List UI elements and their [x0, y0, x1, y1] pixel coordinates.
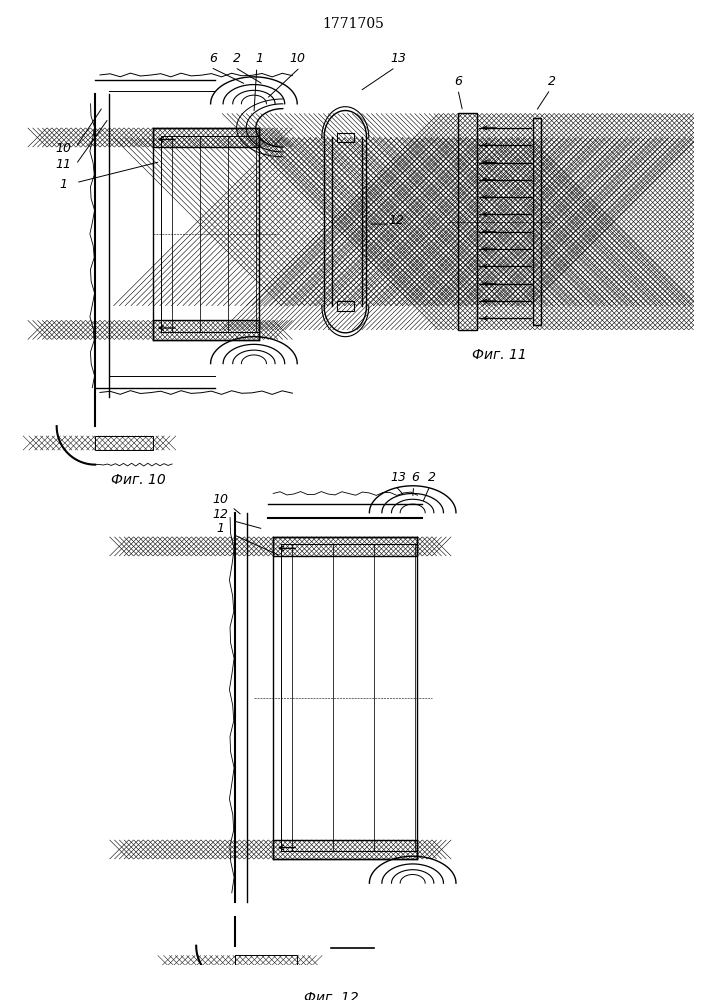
- Ellipse shape: [230, 87, 278, 121]
- Text: 10: 10: [289, 52, 305, 65]
- Text: 12: 12: [212, 508, 228, 521]
- Text: 6: 6: [454, 75, 462, 88]
- Bar: [458, 113, 477, 330]
- Bar: [95, 436, 153, 450]
- Text: Фиг. 11: Фиг. 11: [472, 348, 527, 362]
- Text: 1: 1: [59, 178, 67, 191]
- Text: 6: 6: [411, 471, 419, 484]
- Text: 13: 13: [390, 52, 407, 65]
- Text: 1: 1: [256, 52, 264, 65]
- Text: 10: 10: [212, 493, 228, 506]
- Bar: [324, 137, 366, 306]
- Text: 2: 2: [548, 75, 556, 88]
- Text: 6: 6: [209, 52, 218, 65]
- Text: 1: 1: [216, 522, 224, 535]
- Text: Фиг. 12: Фиг. 12: [303, 991, 358, 1000]
- Text: Фиг. 10: Фиг. 10: [111, 473, 166, 487]
- Bar: [337, 301, 354, 311]
- Text: 10: 10: [55, 142, 71, 155]
- Bar: [337, 133, 354, 142]
- Bar: [273, 840, 418, 859]
- Bar: [533, 118, 541, 325]
- Text: 1771705: 1771705: [322, 17, 384, 31]
- Bar: [153, 128, 259, 147]
- Ellipse shape: [230, 347, 278, 380]
- Text: 12: 12: [388, 214, 404, 227]
- Bar: [273, 537, 418, 556]
- Bar: [153, 320, 259, 340]
- Text: 11: 11: [55, 158, 71, 171]
- Text: 2: 2: [233, 52, 240, 65]
- Text: 13: 13: [390, 471, 407, 484]
- Text: 2: 2: [428, 471, 436, 484]
- Bar: [235, 955, 297, 970]
